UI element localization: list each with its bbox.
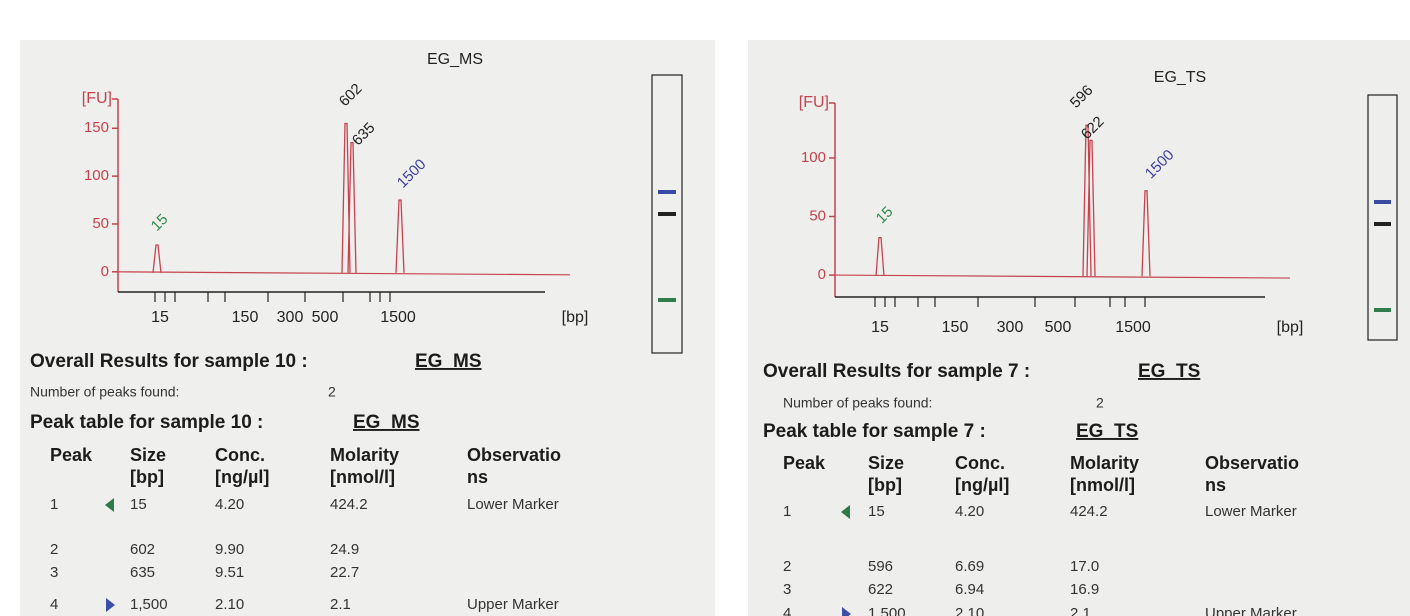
- table-cell: 24.9: [330, 541, 359, 558]
- column-header: Conc.: [215, 445, 265, 465]
- y-tick-label: 50: [92, 215, 109, 232]
- x-tick-label: 300: [997, 319, 1024, 336]
- x-axis-unit: [bp]: [1277, 319, 1304, 336]
- table-cell: 2.1: [330, 596, 351, 613]
- table-cell: 2: [783, 558, 791, 575]
- column-header: ns: [467, 467, 488, 487]
- table-cell: 2.1: [1070, 605, 1091, 616]
- column-header: [bp]: [130, 467, 164, 487]
- table-cell: 15: [130, 496, 147, 513]
- table-cell: 622: [868, 581, 893, 598]
- page: {"panels": [ {"title": "EG_MS", "chart":…: [0, 0, 1410, 616]
- table-cell: Upper Marker: [467, 596, 559, 613]
- table-sample-name: EG_MS: [353, 412, 420, 433]
- gel-band: [658, 212, 676, 216]
- table-cell: 9.51: [215, 564, 244, 581]
- x-axis-unit: [bp]: [562, 309, 589, 326]
- x-tick-label: 15: [871, 319, 889, 336]
- peaks-found-label: Number of peaks found:: [783, 395, 932, 411]
- gel-band: [658, 298, 676, 302]
- column-header: [nmol/l]: [1070, 475, 1135, 495]
- table-cell: 6.69: [955, 558, 984, 575]
- y-tick-label: 0: [101, 263, 109, 280]
- column-header: Molarity: [330, 445, 399, 465]
- column-header: Observatio: [467, 445, 561, 465]
- column-header: ns: [1205, 475, 1226, 495]
- x-tick-label: 500: [1045, 319, 1072, 336]
- table-cell: 424.2: [1070, 503, 1108, 520]
- y-tick-label: 0: [818, 266, 826, 283]
- table-cell: 424.2: [330, 496, 368, 513]
- table-cell: 1: [783, 503, 791, 520]
- y-tick-label: 100: [84, 167, 109, 184]
- y-tick-label: 100: [801, 149, 826, 166]
- column-header: [ng/µl]: [215, 467, 269, 487]
- gel-band: [658, 190, 676, 194]
- table-cell: 22.7: [330, 564, 359, 581]
- y-tick-label: 50: [809, 207, 826, 224]
- table-cell: 635: [130, 564, 155, 581]
- column-header: Molarity: [1070, 453, 1139, 473]
- results-heading: Overall Results for sample 7 :: [763, 361, 1030, 382]
- column-header: Observatio: [1205, 453, 1299, 473]
- sample-title: EG_MS: [427, 51, 483, 68]
- column-header: [bp]: [868, 475, 902, 495]
- x-tick-label: 300: [277, 309, 304, 326]
- report-photo: EG_MS[FU]050100150151503005001500[bp]156…: [0, 0, 1410, 616]
- table-cell: Lower Marker: [1205, 503, 1297, 520]
- column-header: Peak: [50, 445, 93, 465]
- x-tick-label: 1500: [1115, 319, 1151, 336]
- table-heading: Peak table for sample 7 :: [763, 421, 986, 442]
- table-heading: Peak table for sample 10 :: [30, 412, 263, 433]
- x-tick-label: 15: [151, 309, 169, 326]
- gel-band: [1374, 308, 1391, 312]
- column-header: Peak: [783, 453, 826, 473]
- results-heading: Overall Results for sample 10 :: [30, 351, 308, 372]
- table-cell: 3: [50, 564, 58, 581]
- table-cell: 1,500: [868, 605, 906, 616]
- x-tick-label: 150: [942, 319, 969, 336]
- column-header: [ng/µl]: [955, 475, 1009, 495]
- right-sheet: [748, 40, 1410, 616]
- gel-band: [1374, 222, 1391, 226]
- peaks-found-label: Number of peaks found:: [30, 384, 179, 400]
- gel-band: [1374, 200, 1391, 204]
- table-cell: 2: [50, 541, 58, 558]
- table-cell: 596: [868, 558, 893, 575]
- peaks-found: 2: [1096, 395, 1104, 411]
- table-cell: Lower Marker: [467, 496, 559, 513]
- sample-name: EG_MS: [415, 351, 482, 372]
- table-cell: 15: [868, 503, 885, 520]
- column-header: [nmol/l]: [330, 467, 395, 487]
- table-sample-name: EG_TS: [1076, 421, 1138, 442]
- sample-title: EG_TS: [1154, 69, 1206, 86]
- table-cell: 9.90: [215, 541, 244, 558]
- x-tick-label: 150: [232, 309, 259, 326]
- column-header: Conc.: [955, 453, 1005, 473]
- x-tick-label: 500: [312, 309, 339, 326]
- table-cell: 1,500: [130, 596, 168, 613]
- table-cell: 2.10: [955, 605, 984, 616]
- table-cell: 6.94: [955, 581, 984, 598]
- x-tick-label: 1500: [380, 309, 416, 326]
- table-cell: 17.0: [1070, 558, 1099, 575]
- column-header: Size: [130, 445, 166, 465]
- peaks-found: 2: [328, 384, 336, 400]
- table-cell: 602: [130, 541, 155, 558]
- table-cell: 4.20: [215, 496, 244, 513]
- table-cell: 4: [50, 596, 58, 613]
- table-cell: 2.10: [215, 596, 244, 613]
- table-cell: 4.20: [955, 503, 984, 520]
- y-axis-label: [FU]: [799, 94, 829, 111]
- y-axis-label: [FU]: [82, 90, 112, 107]
- table-cell: 4: [783, 605, 791, 616]
- y-tick-label: 150: [84, 119, 109, 136]
- column-header: Size: [868, 453, 904, 473]
- table-cell: Upper Marker: [1205, 605, 1297, 616]
- table-cell: 16.9: [1070, 581, 1099, 598]
- sample-name: EG_TS: [1138, 361, 1200, 382]
- table-cell: 1: [50, 496, 58, 513]
- table-cell: 3: [783, 581, 791, 598]
